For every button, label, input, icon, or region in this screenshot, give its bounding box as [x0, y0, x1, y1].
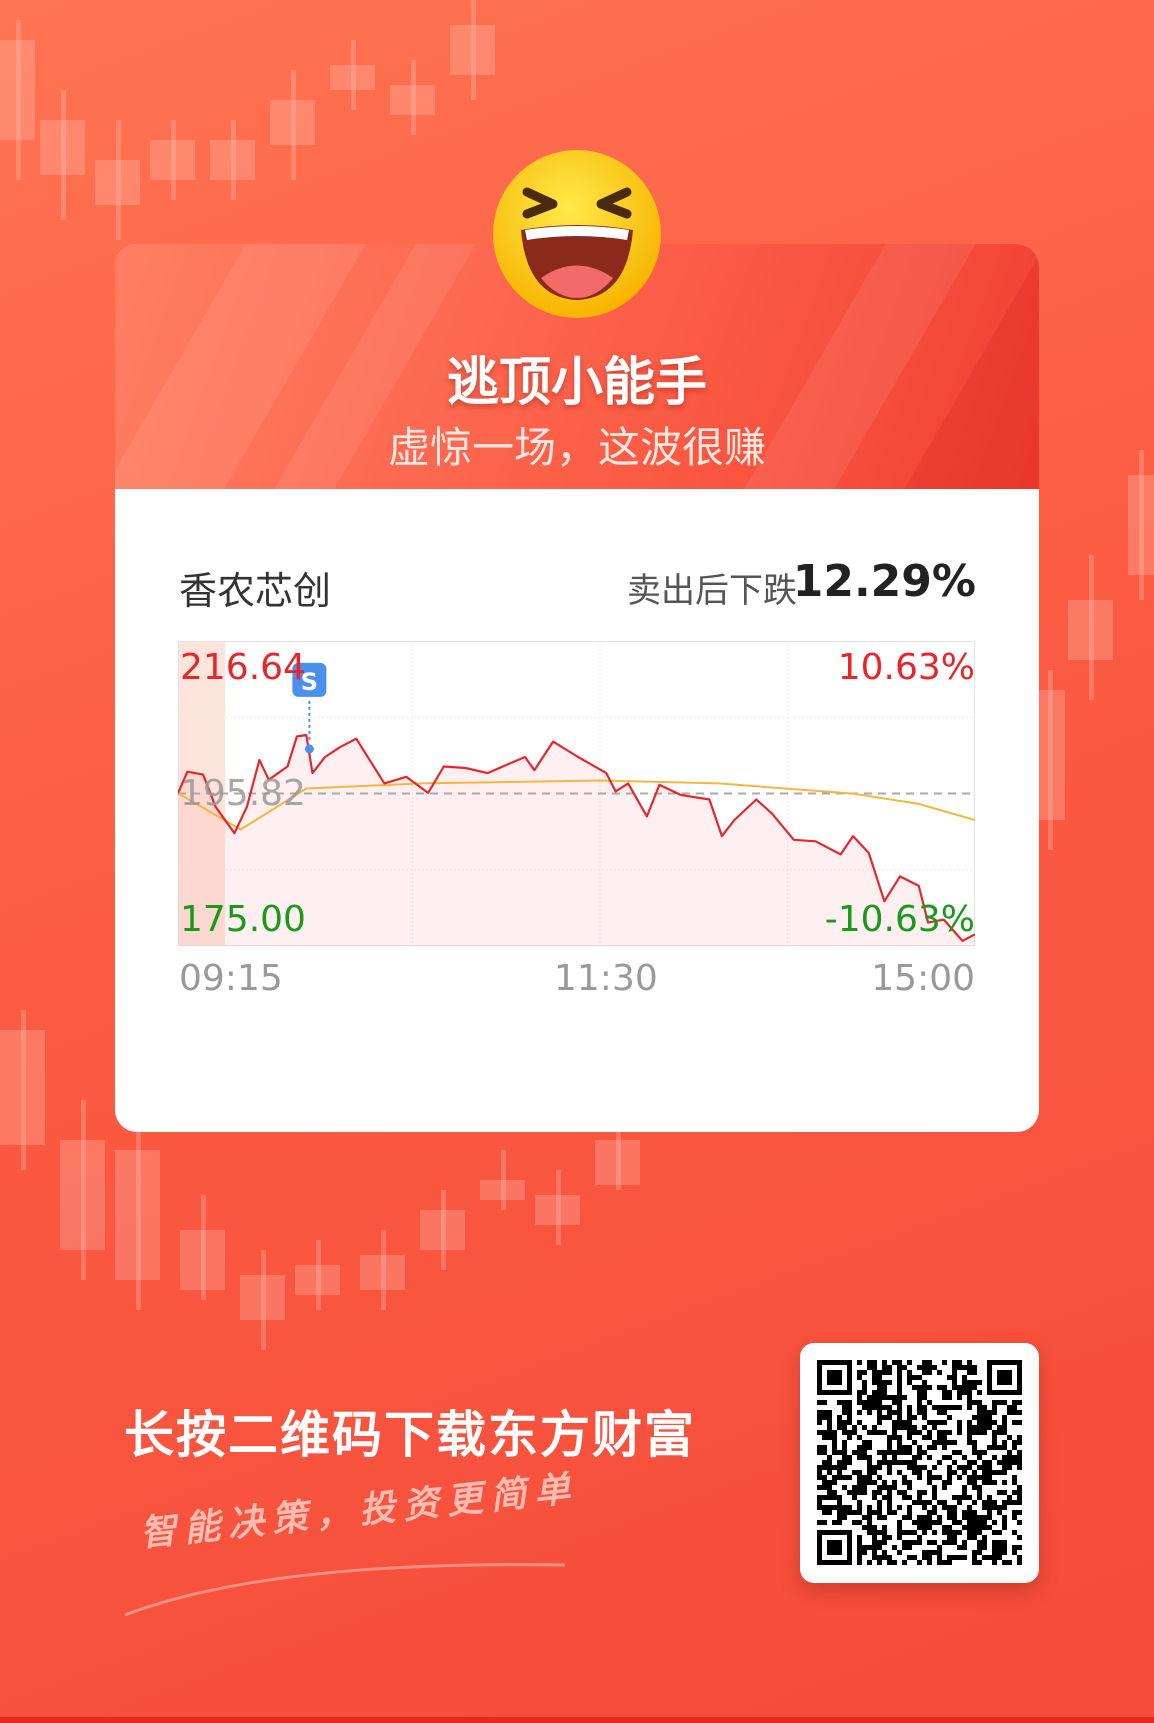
bottom-bar [0, 1717, 1154, 1723]
candle-wick [115, 120, 121, 240]
y-max-pct-label: 10.63% [837, 647, 975, 688]
result-card [115, 244, 1039, 1132]
x-tick-label: 11:30 [554, 958, 658, 999]
candle-wick [170, 120, 176, 200]
intraday-chart: S 216.64 10.63% 195.82 175.00 -10.63% [178, 641, 975, 946]
candle-body [150, 140, 195, 180]
candle-wick [20, 1010, 26, 1170]
candle-wick [60, 90, 66, 220]
stock-name: 香农芯创 [179, 569, 332, 613]
candle-body [270, 100, 315, 145]
candle-body [1068, 600, 1113, 660]
candle-body [0, 1030, 45, 1145]
candle-wick [1088, 555, 1094, 700]
candle-body [1035, 690, 1065, 820]
candle-body [420, 1210, 465, 1250]
candle-wick [440, 1190, 446, 1270]
candle-body [95, 160, 140, 205]
page-subtitle: 虚惊一场，这波很赚 [387, 423, 766, 472]
drop-after-sell-value: 12.29% [792, 556, 976, 607]
sell-marker-label: S [301, 668, 318, 696]
candle-body [330, 65, 375, 90]
candle-body [240, 1275, 285, 1320]
candle-wick [200, 1195, 206, 1300]
candle-body [180, 1230, 225, 1290]
y-min-pct-label: -10.63% [824, 899, 975, 940]
candle-body [60, 1140, 105, 1250]
candle-body [360, 1255, 405, 1290]
candle-body [40, 120, 85, 175]
candle-wick [470, 0, 476, 100]
candle-body [210, 140, 255, 180]
candle-wick [410, 60, 416, 135]
candle-body [535, 1195, 580, 1225]
y-max-label: 216.64 [180, 647, 306, 688]
drop-after-sell-label: 卖出后下跌 [627, 571, 797, 611]
candle-wick [80, 1100, 86, 1280]
candle-body [295, 1265, 340, 1295]
candle-wick [1048, 670, 1053, 850]
candle-wick [135, 1130, 141, 1310]
candle-wick [1139, 450, 1144, 600]
candle-wick [380, 1230, 386, 1310]
candle-body [0, 40, 35, 140]
candle-wick [500, 1150, 506, 1210]
y-min-label: 175.00 [180, 899, 306, 940]
decorative-swoosh [124, 1563, 566, 1617]
qr-code[interactable] [800, 1343, 1039, 1583]
candle-wick [15, 20, 21, 180]
qr-code-icon [817, 1360, 1022, 1565]
candle-wick [230, 120, 236, 200]
candle-body [595, 1140, 640, 1185]
page-title: 逃顶小能手 [446, 353, 707, 413]
candle-body [390, 85, 435, 115]
x-tick-label: 09:15 [179, 958, 283, 999]
chart-canvas: S [178, 641, 975, 946]
candle-wick [555, 1170, 561, 1245]
download-cta: 长按二维码下载东方财富 [124, 1406, 696, 1464]
candle-body [450, 25, 495, 75]
candle-wick [260, 1250, 266, 1350]
candle-body [480, 1180, 525, 1200]
candle-wick [615, 1110, 621, 1190]
candle-wick [350, 40, 356, 110]
candle-wick [315, 1240, 321, 1310]
candle-wick [290, 70, 296, 180]
price-area [178, 735, 975, 946]
sell-marker-badge [292, 662, 327, 697]
slogan: 智能决策，投资更简单 [138, 1467, 581, 1555]
candle-body [115, 1150, 160, 1280]
laughing-face-icon [493, 150, 661, 318]
sell-marker-dot [304, 744, 314, 754]
candle-body [1128, 475, 1154, 575]
x-tick-label: 15:00 [871, 958, 975, 999]
average-price-line [178, 779, 975, 831]
preclose-label: 195.82 [180, 773, 306, 814]
price-line [178, 733, 975, 942]
